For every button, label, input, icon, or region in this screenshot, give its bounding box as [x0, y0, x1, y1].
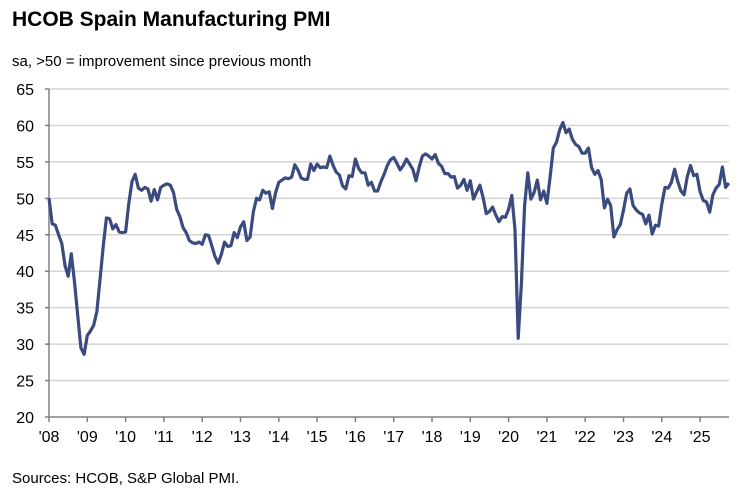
- y-tick-label: 50: [16, 191, 34, 208]
- x-tick-label: '15: [307, 429, 328, 446]
- x-tick-label: '16: [345, 429, 366, 446]
- x-tick-label: '10: [115, 429, 136, 446]
- y-tick-label: 45: [16, 228, 34, 245]
- x-tick-label: '11: [154, 429, 174, 446]
- y-tick-label: 20: [16, 410, 34, 427]
- y-tick-label: 60: [16, 118, 34, 135]
- x-tick-label: '21: [536, 429, 557, 446]
- y-tick-label: 25: [16, 374, 34, 391]
- y-tick-label: 40: [16, 264, 34, 281]
- x-tick-label: '08: [39, 429, 60, 446]
- x-tick-label: '22: [575, 429, 596, 446]
- x-tick-label: '17: [383, 429, 404, 446]
- source-note: Sources: HCOB, S&P Global PMI.: [12, 470, 240, 487]
- y-tick-label: 65: [16, 82, 34, 99]
- x-tick-label: '20: [498, 429, 519, 446]
- x-tick-label: '12: [192, 429, 213, 446]
- chart-title: HCOB Spain Manufacturing PMI: [12, 8, 331, 31]
- x-tick-label: '24: [651, 429, 672, 446]
- chart-subtitle: sa, >50 = improvement since previous mon…: [12, 53, 312, 70]
- y-tick-label: 55: [16, 155, 34, 172]
- x-tick-label: '23: [613, 429, 634, 446]
- x-tick-label: '25: [690, 429, 711, 446]
- x-tick-label: '19: [460, 429, 481, 446]
- x-tick-label: '09: [77, 429, 98, 446]
- y-tick-label: 35: [16, 301, 34, 318]
- x-tick-label: '13: [230, 429, 251, 446]
- x-tick-label: '18: [422, 429, 443, 446]
- y-tick-label: 30: [16, 337, 34, 354]
- x-tick-label: '14: [268, 429, 289, 446]
- pmi-series-line: [47, 120, 731, 356]
